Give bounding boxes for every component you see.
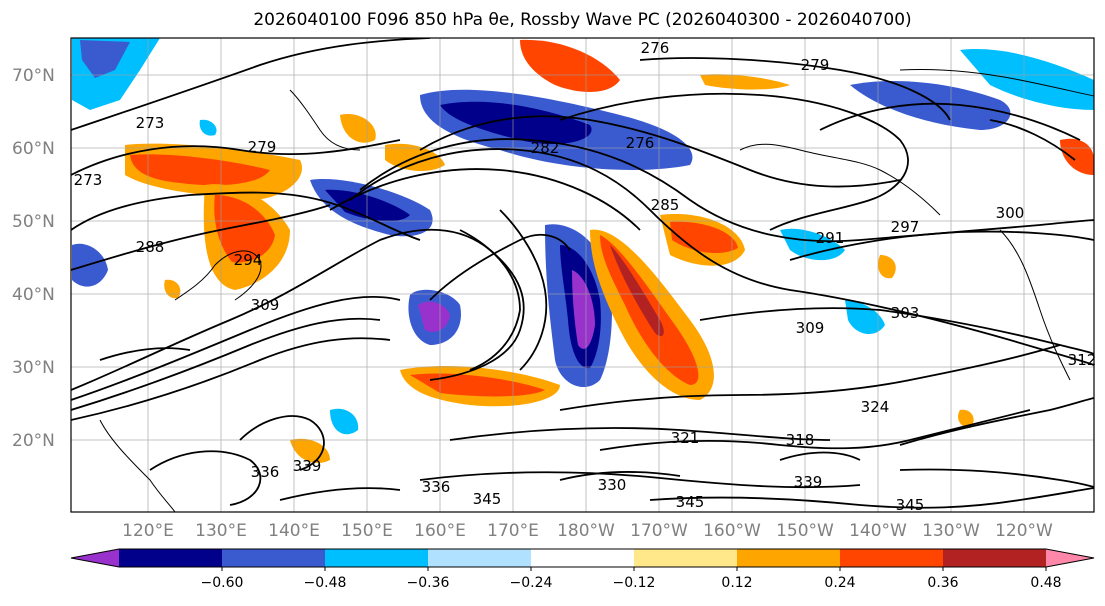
contour-label: 339 [794,473,823,491]
lat-label-20: 20°N [12,431,55,451]
colorbar-extend-low [71,549,119,567]
contour-label: 345 [473,490,502,508]
map-title: 2026040100 F096 850 hPa θe, Rossby Wave … [0,10,1105,30]
colorbar-bin [119,549,223,567]
colorbar-tick-label: −0.12 [613,575,656,591]
contour-label: 276 [626,134,655,152]
contour-label: 300 [996,204,1025,222]
contour-label: 273 [74,171,103,189]
lon-label-160w: 160°W [703,521,761,541]
lon-label-130e: 130°E [195,521,247,541]
contour-label: 336 [422,478,451,496]
lon-label-180w: 180°W [557,521,615,541]
contour-label: 297 [891,218,920,236]
contour-label: 336 [251,463,280,481]
contour-label: 345 [676,493,705,511]
colorbar-tick-label: −0.36 [407,575,450,591]
contour-label: 339 [293,457,322,475]
contour-label: 324 [861,398,890,416]
contour-label: 273 [136,114,165,132]
colorbar-bin [737,549,841,567]
contour-value-labels: 276 279 273 273 279 282 276 285 288 294 … [74,39,1097,514]
lon-label-140e: 140°E [268,521,320,541]
map-border [70,37,1095,513]
colorbar-bin [531,549,635,567]
colorbar-tick-label: 0.36 [927,575,958,591]
colorbar-extend-high [1046,549,1094,567]
map-title-text: 2026040100 F096 850 hPa θe, Rossby Wave … [253,10,912,30]
lon-label-150e: 150°E [341,521,393,541]
colorbar-tick-label: −0.48 [304,575,347,591]
lon-label-170e: 170°E [487,521,539,541]
lat-label-60: 60°N [12,139,55,159]
colorbar-tick-label: −0.60 [201,575,244,591]
colorbar: −0.60 −0.48 −0.36 −0.24 −0.12 0.12 0.24 0.36 0.4… [70,548,1095,591]
colorbar-bin [943,549,1047,567]
colorbar-tick-label: 0.12 [721,575,752,591]
longitude-labels: 120°E 130°E 140°E 150°E 160°E 170°E 180°… [122,521,1053,541]
lon-label-170w: 170°W [630,521,688,541]
coastlines [99,68,1094,512]
contour-label: 279 [801,56,830,74]
lon-label-160e: 160°E [414,521,466,541]
lat-label-30: 30°N [12,358,55,378]
colorbar-bin [634,549,738,567]
colorbar-bin [840,549,944,567]
contour-label: 318 [786,431,815,449]
latitude-labels: 70°N 60°N 50°N 40°N 30°N 20°N [12,66,55,451]
contour-label: 294 [234,251,263,269]
lat-label-40: 40°N [12,285,55,305]
lon-label-120w: 120°W [995,521,1053,541]
lon-label-120e: 120°E [122,521,174,541]
contour-label: 291 [816,229,845,247]
lat-label-70: 70°N [12,66,55,86]
lat-label-50: 50°N [12,212,55,232]
colorbar-outline [70,548,1095,568]
theta-e-contours [71,38,1094,509]
contour-label: 330 [598,476,627,494]
contour-label: 303 [891,304,920,322]
graticule [71,38,1094,512]
colorbar-bin [428,549,532,567]
contour-label: 276 [641,39,670,57]
contour-label: 279 [248,138,277,156]
contour-label: 288 [136,238,165,256]
contour-label: 309 [251,296,280,314]
colorbar-tick-label: −0.24 [510,575,553,591]
colorbar-bin [325,549,429,567]
colorbar-tick-label: 0.48 [1030,575,1061,591]
contour-label: 321 [671,429,700,447]
contour-label: 285 [651,196,680,214]
contour-label: 309 [796,319,825,337]
lon-label-140w: 140°W [849,521,907,541]
colorbar-tick-label: 0.24 [824,575,855,591]
contour-label: 312 [1068,351,1097,369]
lon-label-130w: 130°W [922,521,980,541]
lon-label-150w: 150°W [776,521,834,541]
contour-label: 345 [896,496,925,514]
colorbar-bin [222,549,326,567]
contour-label: 282 [531,139,560,157]
